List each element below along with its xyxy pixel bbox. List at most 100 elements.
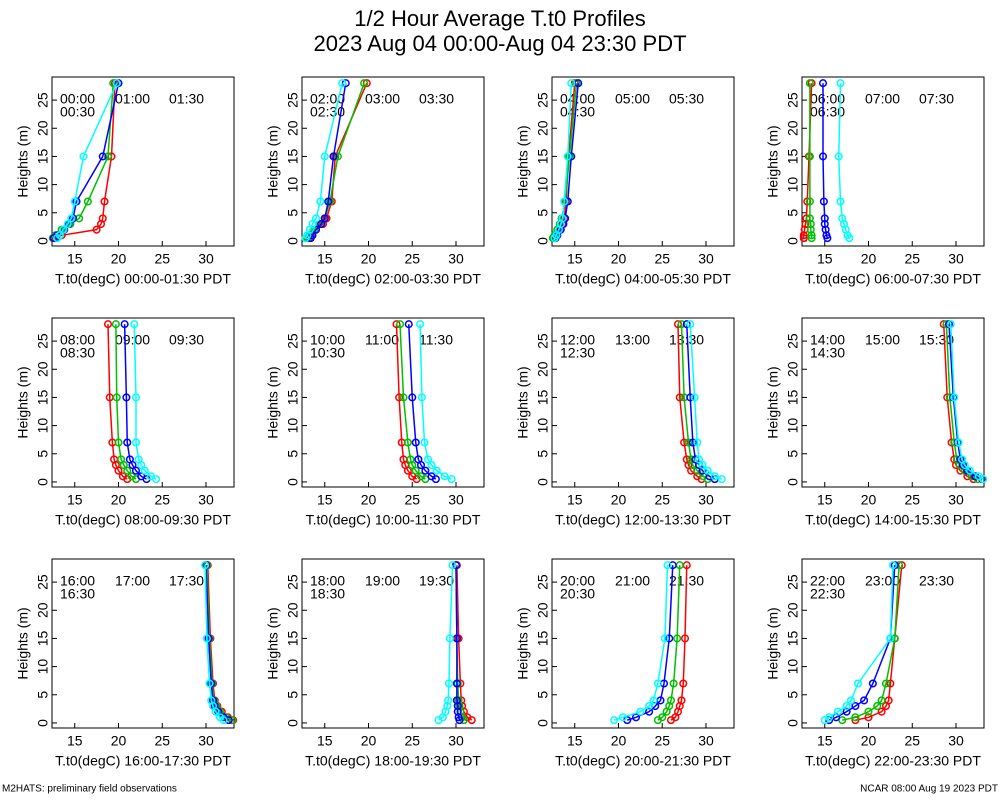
y-axis-label: Heights (m) bbox=[765, 366, 781, 438]
data-point bbox=[806, 225, 815, 234]
y-tick-label: 25 bbox=[785, 574, 801, 590]
data-point bbox=[427, 472, 436, 481]
data-point bbox=[341, 79, 350, 88]
data-point bbox=[444, 679, 454, 688]
y-tick-label: 20 bbox=[285, 361, 301, 377]
legend-label: 16:00 bbox=[60, 573, 95, 589]
data-point bbox=[103, 320, 113, 329]
y-tick-label: 5 bbox=[785, 209, 801, 217]
data-point bbox=[451, 561, 461, 570]
x-tick-label: 20 bbox=[611, 733, 627, 749]
data-point bbox=[444, 696, 453, 705]
data-point bbox=[100, 197, 109, 206]
footer-left: M2HATS: preliminary field observations bbox=[2, 784, 177, 795]
data-point bbox=[416, 472, 426, 481]
data-point bbox=[682, 455, 691, 464]
x-tick-label: 15 bbox=[817, 251, 833, 267]
data-point bbox=[687, 455, 696, 464]
data-point bbox=[111, 320, 120, 329]
legend-label: 08:00 bbox=[60, 332, 95, 348]
x-tick-label: 15 bbox=[817, 492, 833, 508]
data-point bbox=[558, 214, 567, 223]
x-tick-label: 15 bbox=[317, 251, 333, 267]
x-tick-label: 25 bbox=[904, 492, 920, 508]
y-tick-label: 0 bbox=[785, 719, 801, 727]
data-point bbox=[805, 197, 814, 206]
x-tick-label: 25 bbox=[654, 733, 670, 749]
data-point bbox=[877, 696, 886, 705]
x-tick-label: 20 bbox=[611, 251, 627, 267]
data-point bbox=[131, 438, 141, 447]
x-tick-label: 15 bbox=[567, 733, 583, 749]
y-tick-label: 20 bbox=[535, 602, 551, 618]
data-point bbox=[320, 214, 329, 223]
legend-label: 06:00 bbox=[810, 91, 845, 107]
data-point bbox=[134, 455, 143, 464]
data-point bbox=[675, 393, 684, 402]
data-point bbox=[665, 634, 674, 643]
legend-label: 06:30 bbox=[810, 104, 845, 120]
x-tick-label: 20 bbox=[111, 251, 127, 267]
x-axis-label: T.t0(degC) 08:00-09:30 PDT bbox=[55, 512, 231, 528]
data-point bbox=[958, 455, 967, 464]
y-tick-label: 0 bbox=[35, 719, 51, 727]
x-tick-label: 30 bbox=[448, 492, 464, 508]
x-tick-label: 30 bbox=[698, 733, 714, 749]
data-point bbox=[324, 197, 333, 206]
footer-right: NCAR 08:00 Aug 19 2023 PDT bbox=[860, 784, 998, 795]
data-point bbox=[55, 231, 64, 240]
data-point bbox=[851, 713, 860, 722]
legend-label: 18:00 bbox=[310, 573, 345, 589]
y-tick-label: 25 bbox=[785, 92, 801, 108]
data-point bbox=[680, 634, 690, 643]
data-point bbox=[411, 466, 420, 475]
plot-frame bbox=[801, 76, 985, 247]
y-tick-label: 15 bbox=[535, 389, 551, 405]
x-axis-label: T.t0(degC) 02:00-03:30 PDT bbox=[305, 271, 481, 287]
y-axis-label: Heights (m) bbox=[515, 125, 531, 197]
y-axis-label: Heights (m) bbox=[15, 125, 31, 197]
data-point bbox=[406, 455, 415, 464]
data-point bbox=[453, 707, 462, 716]
y-tick-label: 10 bbox=[535, 177, 551, 193]
y-tick-label: 20 bbox=[785, 361, 801, 377]
legend-label: 00:00 bbox=[60, 91, 95, 107]
legend-label: 12:00 bbox=[560, 332, 595, 348]
data-point bbox=[818, 79, 828, 88]
data-point bbox=[680, 438, 689, 447]
panel: 15 20 25 30 0 5 10 15 20 25 T.t0(degC) 04:00-05:30… bbox=[515, 76, 735, 287]
data-point bbox=[846, 696, 856, 705]
x-tick-label: 25 bbox=[154, 492, 170, 508]
data-point bbox=[563, 152, 572, 161]
data-point bbox=[112, 393, 121, 402]
data-point bbox=[403, 438, 412, 447]
page-title: 1/2 Hour Average T.t0 Profiles bbox=[354, 6, 645, 31]
data-point bbox=[965, 466, 975, 475]
data-point bbox=[663, 561, 672, 570]
panel: 15 20 25 30 0 5 10 15 20 25 T.t0(degC) 22:00-23:30… bbox=[765, 558, 985, 769]
y-tick-label: 15 bbox=[285, 148, 301, 164]
legend-label: 02:00 bbox=[310, 91, 345, 107]
y-tick-label: 10 bbox=[785, 177, 801, 193]
legend-label: 03:00 bbox=[365, 91, 400, 107]
data-point bbox=[120, 320, 129, 329]
data-point bbox=[395, 393, 404, 402]
page-subtitle: 2023 Aug 04 00:00-Aug 04 23:30 PDT bbox=[313, 31, 686, 56]
y-tick-label: 10 bbox=[285, 177, 301, 193]
y-tick-label: 5 bbox=[35, 450, 51, 458]
data-point bbox=[710, 472, 719, 481]
data-point bbox=[360, 79, 369, 88]
y-tick-label: 0 bbox=[535, 719, 551, 727]
panel: 15 20 25 30 0 5 10 15 20 25 T.t0(degC) 12:00-13:30… bbox=[515, 317, 735, 528]
x-tick-label: 20 bbox=[361, 733, 377, 749]
data-point bbox=[860, 696, 869, 705]
data-point bbox=[822, 231, 831, 240]
data-point bbox=[137, 472, 146, 481]
data-point bbox=[682, 320, 691, 329]
data-point bbox=[411, 438, 420, 447]
data-point bbox=[333, 152, 342, 161]
x-tick-label: 15 bbox=[817, 733, 833, 749]
y-tick-label: 20 bbox=[285, 602, 301, 618]
data-point bbox=[70, 197, 79, 206]
x-tick-label: 20 bbox=[111, 733, 127, 749]
